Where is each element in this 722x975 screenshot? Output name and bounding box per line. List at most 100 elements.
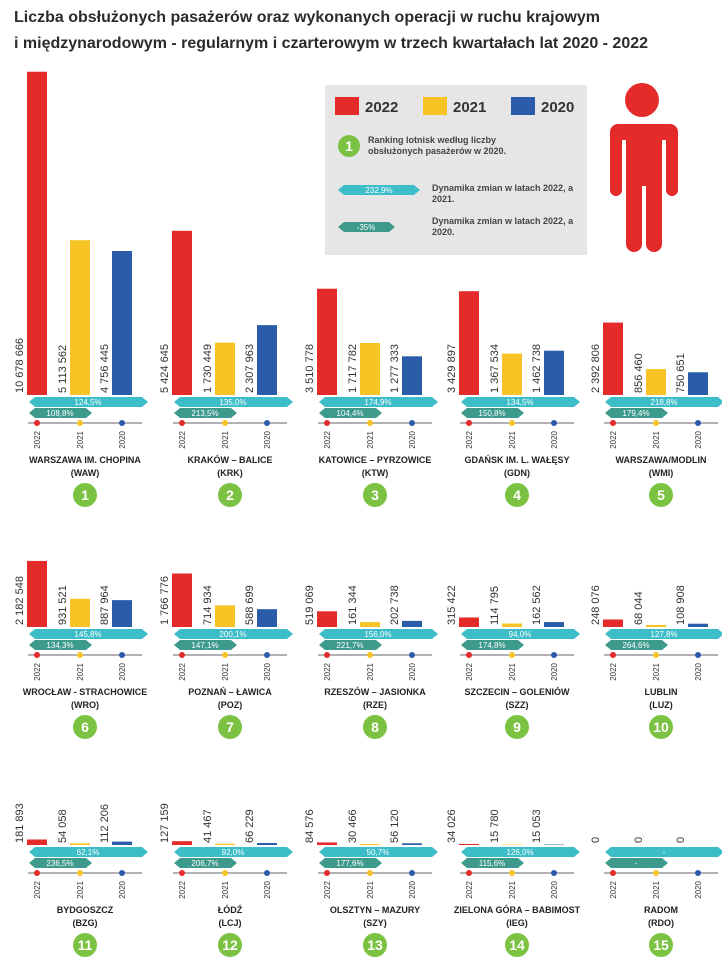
timeline-dot (324, 870, 330, 876)
airport-code: (GDN) (504, 468, 530, 478)
bar (603, 323, 623, 395)
bar (360, 622, 380, 627)
bar (402, 843, 422, 845)
year-label: 2020 (694, 662, 703, 680)
year-label: 2022 (609, 662, 618, 680)
airport-code: (LUZ) (649, 700, 673, 710)
dynamics-label: 104,4% (336, 409, 363, 418)
timeline-dot (77, 870, 83, 876)
year-label: 2022 (323, 880, 332, 898)
year-label: 2021 (221, 662, 230, 680)
dynamics-label: 236,5% (46, 859, 73, 868)
timeline-dot (34, 420, 40, 426)
rank-number: 12 (222, 937, 238, 953)
timeline-dot (119, 420, 125, 426)
timeline-dot (367, 420, 373, 426)
timeline-dot (179, 870, 185, 876)
timeline-dot (466, 652, 472, 658)
airport-name: ŁÓDŹ (218, 904, 243, 915)
airport-code: (RDO) (648, 918, 674, 928)
bar (112, 842, 132, 845)
value-label: 2 307 963 (244, 344, 256, 393)
timeline-dot (409, 420, 415, 426)
value-label: 1 717 782 (347, 344, 359, 393)
timeline-dot (179, 652, 185, 658)
legend-rank-number: 1 (345, 138, 353, 154)
year-label: 2022 (178, 880, 187, 898)
year-label: 2021 (366, 880, 375, 898)
year-label: 2021 (508, 880, 517, 898)
bar (215, 844, 235, 845)
legend-swatch (335, 97, 359, 115)
year-label: 2021 (508, 430, 517, 448)
person-icon (610, 83, 678, 252)
bar (172, 841, 192, 845)
dynamics-label: - (663, 848, 666, 857)
bar (544, 351, 564, 395)
year-label: 2020 (263, 880, 272, 898)
dynamics-label: 126,0% (506, 848, 533, 857)
airport-name: LUBLIN (645, 687, 678, 697)
legend-label: 2022 (365, 99, 398, 116)
timeline-dot (466, 420, 472, 426)
airport-code: (SZZ) (506, 700, 529, 710)
year-label: 2022 (178, 430, 187, 448)
timeline-dot (695, 652, 701, 658)
bar (27, 561, 47, 627)
year-label: 2021 (221, 430, 230, 448)
value-label: 3 510 778 (304, 344, 316, 393)
airport-code: (POZ) (218, 700, 243, 710)
timeline-dot (324, 420, 330, 426)
bar (502, 354, 522, 395)
value-label: 34 026 (446, 809, 458, 843)
airport-name: WARSZAWA/MODLIN (616, 455, 707, 465)
bar (646, 369, 666, 395)
dynamics-label: 50,7% (367, 848, 390, 857)
legend-arrow-label: -35% (357, 223, 376, 232)
timeline-dot (367, 652, 373, 658)
timeline-dot (509, 420, 515, 426)
value-label: 15 780 (489, 809, 501, 843)
bar (112, 600, 132, 627)
value-label: 114 795 (489, 586, 501, 625)
timeline-dot (34, 870, 40, 876)
timeline-dot (610, 652, 616, 658)
bar (215, 343, 235, 395)
timeline-dot (119, 870, 125, 876)
bar (360, 844, 380, 845)
bar (459, 617, 479, 627)
year-label: 2021 (366, 430, 375, 448)
rank-number: 9 (513, 719, 521, 735)
value-label: 2 182 548 (14, 576, 26, 625)
value-label: 161 344 (347, 585, 359, 625)
dynamics-label: 134,5% (506, 398, 533, 407)
dynamics-label: 200,1% (219, 630, 246, 639)
dynamics-label: 92,0% (222, 848, 245, 857)
year-label: 2022 (178, 662, 187, 680)
timeline-dot (653, 652, 659, 658)
rank-number: 2 (226, 487, 234, 503)
value-label: 108 908 (675, 585, 687, 625)
value-label: 714 934 (202, 585, 214, 625)
value-label: 3 429 897 (446, 344, 458, 393)
value-label: 750 651 (675, 353, 687, 393)
timeline-dot (610, 870, 616, 876)
timeline-dot (551, 420, 557, 426)
bar (646, 625, 666, 627)
dynamics-label: 108,8% (46, 409, 73, 418)
legend-label: 2021 (453, 99, 486, 116)
timeline-dot (509, 870, 515, 876)
value-label: 931 521 (57, 585, 69, 625)
dynamics-label: 145,8% (74, 630, 101, 639)
dynamics-label: 134,3% (46, 641, 73, 650)
year-label: 2020 (118, 662, 127, 680)
timeline-dot (466, 870, 472, 876)
dynamics-label: 174,9% (364, 398, 391, 407)
bar (172, 574, 192, 627)
airport-code: (KTW) (362, 468, 389, 478)
value-label: 112 206 (99, 804, 111, 843)
timeline-dot (653, 870, 659, 876)
timeline-dot (77, 420, 83, 426)
value-label: 1 462 738 (531, 344, 543, 393)
